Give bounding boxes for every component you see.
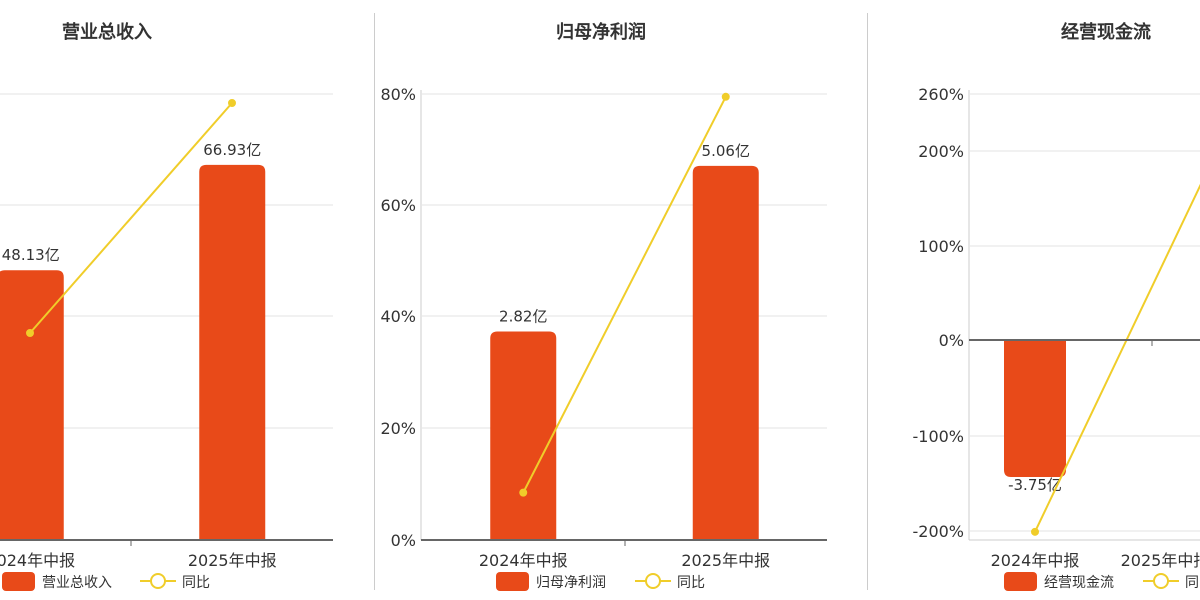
bar xyxy=(490,331,557,540)
legend: 营业总收入 同比 xyxy=(2,572,210,591)
bar-value-label: 66.93亿 xyxy=(203,141,261,159)
legend-swatch-bar xyxy=(496,572,529,591)
legend-label: 同比 xyxy=(182,575,210,591)
y-tick-label: 20% xyxy=(380,419,416,438)
legend-swatch-bar xyxy=(2,572,35,591)
grid-lines xyxy=(0,93,333,429)
legend-swatch-bar xyxy=(1004,572,1037,591)
legend-swatch-marker xyxy=(645,573,661,589)
y-tick-label: 40% xyxy=(380,307,416,326)
yoy-line xyxy=(29,102,233,334)
legend-label: 经营现金流 xyxy=(1044,575,1114,591)
yoy-line xyxy=(522,96,727,494)
y-tick-label: -200% xyxy=(912,522,964,541)
legend-label: 归母净利润 xyxy=(536,574,606,591)
legend: 经营现金流 同比 xyxy=(1004,572,1200,591)
bar xyxy=(0,270,64,540)
legend: 归母净利润 同比 xyxy=(496,572,705,591)
x-tick-label: 2025年中报 xyxy=(681,551,770,570)
x-tick-label: 2024年中报 xyxy=(479,551,568,570)
chart-title: 营业总收入 xyxy=(62,21,152,43)
yoy-point xyxy=(26,329,34,337)
bar-series: 2.82亿 5.06亿 xyxy=(490,142,759,540)
yoy-point xyxy=(721,92,730,101)
y-tick-label: 0% xyxy=(939,331,964,350)
y-tick-label: 80% xyxy=(380,85,416,104)
bar-series: -3.75亿 xyxy=(1004,340,1066,494)
y-tick-label: 260% xyxy=(918,85,964,104)
x-axis: 2024年中报 2025年中报 xyxy=(969,339,1200,570)
bar-series: 48.13亿 66.93亿 xyxy=(0,141,266,540)
chart-title: 归母净利润 xyxy=(556,21,646,43)
legend-label: 营业总收入 xyxy=(42,575,112,591)
legend-swatch-marker xyxy=(1153,573,1169,589)
x-tick-label: 2024年中报 xyxy=(0,551,75,570)
yoy-line-series xyxy=(1031,183,1200,536)
bar xyxy=(692,165,759,540)
y-tick-label: 200% xyxy=(918,142,964,161)
yoy-line xyxy=(1034,183,1200,533)
yoy-line-series xyxy=(26,99,236,337)
x-tick-label: 2025年中报 xyxy=(188,551,277,570)
x-axis: 2024年中报 2025年中报 xyxy=(0,539,333,570)
legend-label: 同比 xyxy=(677,575,705,591)
bar-value-label: 2.82亿 xyxy=(499,308,547,326)
bar-value-label: 48.13亿 xyxy=(2,246,60,264)
y-tick-label: -100% xyxy=(912,427,964,446)
x-tick-label: 2025年中报 xyxy=(1121,551,1200,570)
bar xyxy=(199,164,266,540)
bar-value-label: -3.75亿 xyxy=(1008,476,1062,494)
y-axis-ticks: 0% 20% 40% 60% 80% xyxy=(380,85,422,550)
bar-value-label: 5.06亿 xyxy=(702,142,750,160)
yoy-line-series xyxy=(519,92,730,497)
x-axis: 2024年中报 2025年中报 xyxy=(421,539,827,570)
chart-title: 经营现金流 xyxy=(1061,21,1151,43)
y-tick-label: 60% xyxy=(380,196,416,215)
y-axis-ticks: -200% -100% 0% 100% 200% 260% xyxy=(912,85,970,541)
y-tick-label: 100% xyxy=(918,237,964,256)
x-tick-label: 2024年中报 xyxy=(991,551,1080,570)
legend-swatch-marker xyxy=(150,573,166,589)
yoy-point xyxy=(1031,527,1039,536)
grid-lines xyxy=(422,93,827,429)
yoy-point xyxy=(519,488,528,497)
y-tick-label: 0% xyxy=(391,531,416,550)
chart-cash-flow: 经营现金流 -200% -100% 0% 100% 200% 260% -3.75亿 20… xyxy=(912,21,1200,591)
legend-label: 同比 xyxy=(1185,575,1200,591)
bar xyxy=(1004,340,1066,477)
yoy-point xyxy=(228,99,236,107)
